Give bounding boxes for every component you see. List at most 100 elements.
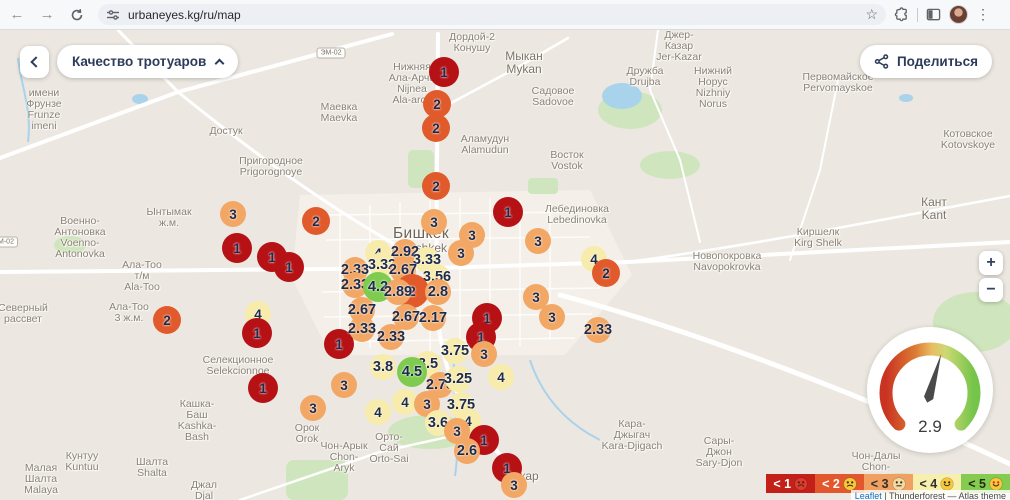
rating-marker[interactable]: 3 bbox=[421, 209, 447, 235]
rating-marker[interactable]: 3 bbox=[501, 472, 527, 498]
road-number-badge: М-02 bbox=[0, 236, 18, 248]
gauge-needle bbox=[924, 353, 942, 403]
rating-marker-value: 3.8 bbox=[372, 359, 394, 375]
rating-marker[interactable]: 2 bbox=[422, 172, 450, 200]
map-back-button[interactable] bbox=[20, 46, 49, 78]
browser-back-button[interactable]: ← bbox=[9, 6, 25, 23]
rating-marker-value: 2.17 bbox=[418, 310, 448, 326]
rating-marker-value: 4 bbox=[374, 404, 382, 420]
rating-marker[interactable]: 1 bbox=[248, 373, 278, 403]
rating-marker[interactable]: 2.6 bbox=[454, 438, 480, 464]
layer-selector-dropdown[interactable]: Качество тротуаров bbox=[57, 45, 239, 78]
share-button[interactable]: Поделиться bbox=[859, 45, 992, 78]
rating-marker[interactable]: 2 bbox=[422, 114, 450, 142]
chevron-left-icon bbox=[30, 56, 42, 68]
rating-marker[interactable]: 3 bbox=[471, 341, 497, 367]
rating-marker[interactable]: 3 bbox=[539, 304, 565, 330]
rating-marker-value: 2.33 bbox=[347, 321, 377, 337]
rating-marker[interactable]: 1 bbox=[429, 57, 459, 87]
rating-marker[interactable]: 2.17 bbox=[418, 305, 448, 331]
legend-item-angry: < 1 bbox=[766, 474, 816, 493]
rating-marker-value: 3 bbox=[423, 396, 431, 412]
rating-marker-value: 3 bbox=[548, 309, 556, 325]
profile-avatar[interactable] bbox=[949, 5, 968, 24]
rating-marker-value: 4 bbox=[497, 369, 505, 385]
browser-toolbar: ← → urbaneyes.kg/ru/map ☆ ⋮ bbox=[0, 0, 1010, 30]
rating-marker-value: 4 bbox=[590, 251, 598, 267]
browser-menu-icon[interactable]: ⋮ bbox=[976, 6, 990, 22]
rating-marker[interactable]: 2 bbox=[153, 306, 181, 334]
leaflet-link[interactable]: Leaflet bbox=[854, 491, 882, 500]
legend-item-neutral: < 3 bbox=[863, 474, 913, 493]
rating-marker-value: 4 bbox=[254, 306, 262, 322]
url-bar[interactable]: urbaneyes.kg/ru/map ☆ bbox=[98, 4, 886, 25]
extensions-icon[interactable] bbox=[894, 7, 909, 22]
sad-face-icon bbox=[843, 476, 857, 491]
browser-refresh-button[interactable] bbox=[64, 2, 90, 28]
zoom-out-button[interactable]: − bbox=[979, 278, 1003, 302]
zoom-in-button[interactable]: + bbox=[979, 251, 1003, 275]
rating-gauge: 2.9 bbox=[867, 327, 993, 453]
legend-item-label: < 1 bbox=[773, 476, 792, 491]
rating-marker-value: 2.8 bbox=[427, 284, 449, 300]
rating-marker[interactable]: 2 bbox=[302, 207, 330, 235]
rating-marker[interactable]: 2.33 bbox=[377, 324, 405, 350]
rating-marker-value: 3.75 bbox=[440, 343, 470, 359]
rating-marker[interactable]: 4 bbox=[392, 389, 418, 415]
rating-marker-value: 2.67 bbox=[391, 309, 421, 325]
rating-marker[interactable]: 2.8 bbox=[425, 279, 451, 305]
rating-marker-value: 3 bbox=[480, 346, 488, 362]
love-face-icon bbox=[989, 476, 1003, 491]
rating-marker[interactable]: 2 bbox=[423, 90, 451, 118]
rating-marker[interactable]: 4 bbox=[365, 399, 391, 425]
rating-marker[interactable]: 1 bbox=[493, 197, 523, 227]
map-canvas[interactable]: имени Фрунзе Frunze imeni Достук Пригородное P… bbox=[0, 30, 1010, 500]
attribution-text: | Thunderforest — Atlas theme bbox=[881, 491, 1006, 500]
rating-marker[interactable]: 4.5 bbox=[397, 357, 427, 387]
rating-marker-value: 1 bbox=[483, 310, 491, 326]
rating-marker[interactable]: 3.25 bbox=[443, 366, 473, 392]
gauge-value: 2.9 bbox=[918, 417, 942, 436]
refresh-icon bbox=[71, 8, 83, 20]
side-panel-icon[interactable] bbox=[926, 7, 941, 22]
rating-legend: < 1 < 2 < 3 < 4 < 5 bbox=[766, 474, 1010, 493]
rating-marker-value: 3.25 bbox=[443, 371, 473, 387]
rating-marker[interactable]: 2.89 bbox=[383, 279, 413, 305]
rating-marker[interactable]: 1 bbox=[222, 233, 252, 263]
map-tiles bbox=[0, 30, 1010, 500]
rating-marker-value: 2 bbox=[312, 213, 320, 229]
rating-marker[interactable]: 2.67 bbox=[391, 304, 421, 330]
rating-marker-value: 2 bbox=[163, 312, 171, 328]
rating-marker[interactable]: 1 bbox=[242, 318, 272, 348]
rating-marker[interactable]: 3.8 bbox=[370, 354, 396, 380]
rating-marker[interactable]: 2 bbox=[592, 259, 620, 287]
rating-marker-value: 2 bbox=[432, 120, 440, 136]
happy-face-icon bbox=[940, 476, 954, 491]
map-attribution: Leaflet | Thunderforest — Atlas theme bbox=[850, 490, 1010, 500]
share-icon bbox=[874, 54, 889, 69]
toolbar-divider bbox=[917, 7, 918, 22]
site-settings-icon[interactable] bbox=[106, 8, 120, 22]
toolbar-right: ⋮ bbox=[894, 5, 990, 24]
rating-marker[interactable]: 3 bbox=[448, 240, 474, 266]
rating-marker-value: 2.89 bbox=[383, 284, 413, 300]
rating-marker[interactable]: 3 bbox=[331, 372, 357, 398]
rating-marker-value: 4 bbox=[464, 413, 472, 429]
rating-marker[interactable]: 3.75 bbox=[440, 338, 470, 364]
url-text[interactable]: urbaneyes.kg/ru/map bbox=[128, 7, 241, 22]
rating-marker[interactable]: 3 bbox=[300, 395, 326, 421]
rating-marker[interactable]: 3 bbox=[220, 201, 246, 227]
rating-marker-value: 3 bbox=[534, 233, 542, 249]
browser-forward-button[interactable]: → bbox=[39, 6, 55, 23]
rating-marker[interactable]: 4 bbox=[488, 364, 514, 390]
bookmark-star-icon[interactable]: ☆ bbox=[865, 6, 878, 22]
rating-marker-value: 1 bbox=[335, 336, 343, 352]
rating-marker[interactable]: 1 bbox=[274, 252, 304, 282]
rating-marker-value: 1 bbox=[285, 259, 293, 275]
rating-marker[interactable]: 2.33 bbox=[347, 316, 377, 342]
rating-marker-value: 3 bbox=[309, 400, 317, 416]
rating-marker[interactable]: 2.33 bbox=[584, 317, 612, 343]
rating-marker[interactable]: 3 bbox=[525, 228, 551, 254]
legend-item-happy: < 4 bbox=[912, 474, 962, 493]
